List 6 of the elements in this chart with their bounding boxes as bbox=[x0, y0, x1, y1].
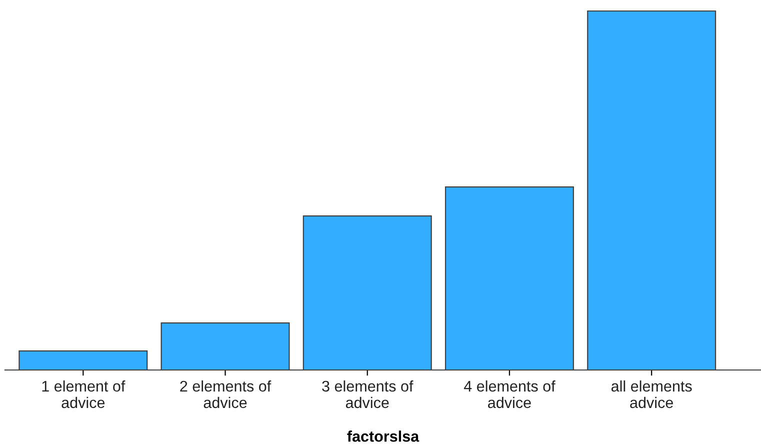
x-tick-label: 3 elements of advice bbox=[322, 380, 414, 408]
x-tick-label: 1 element of advice bbox=[42, 380, 126, 408]
x-tick-label: 4 elements of advice bbox=[464, 380, 556, 408]
x-axis-title: factorslsa bbox=[347, 430, 420, 442]
x-tick-label: all elements advice bbox=[611, 380, 692, 408]
x-tick-label: 2 elements of advice bbox=[180, 380, 272, 408]
